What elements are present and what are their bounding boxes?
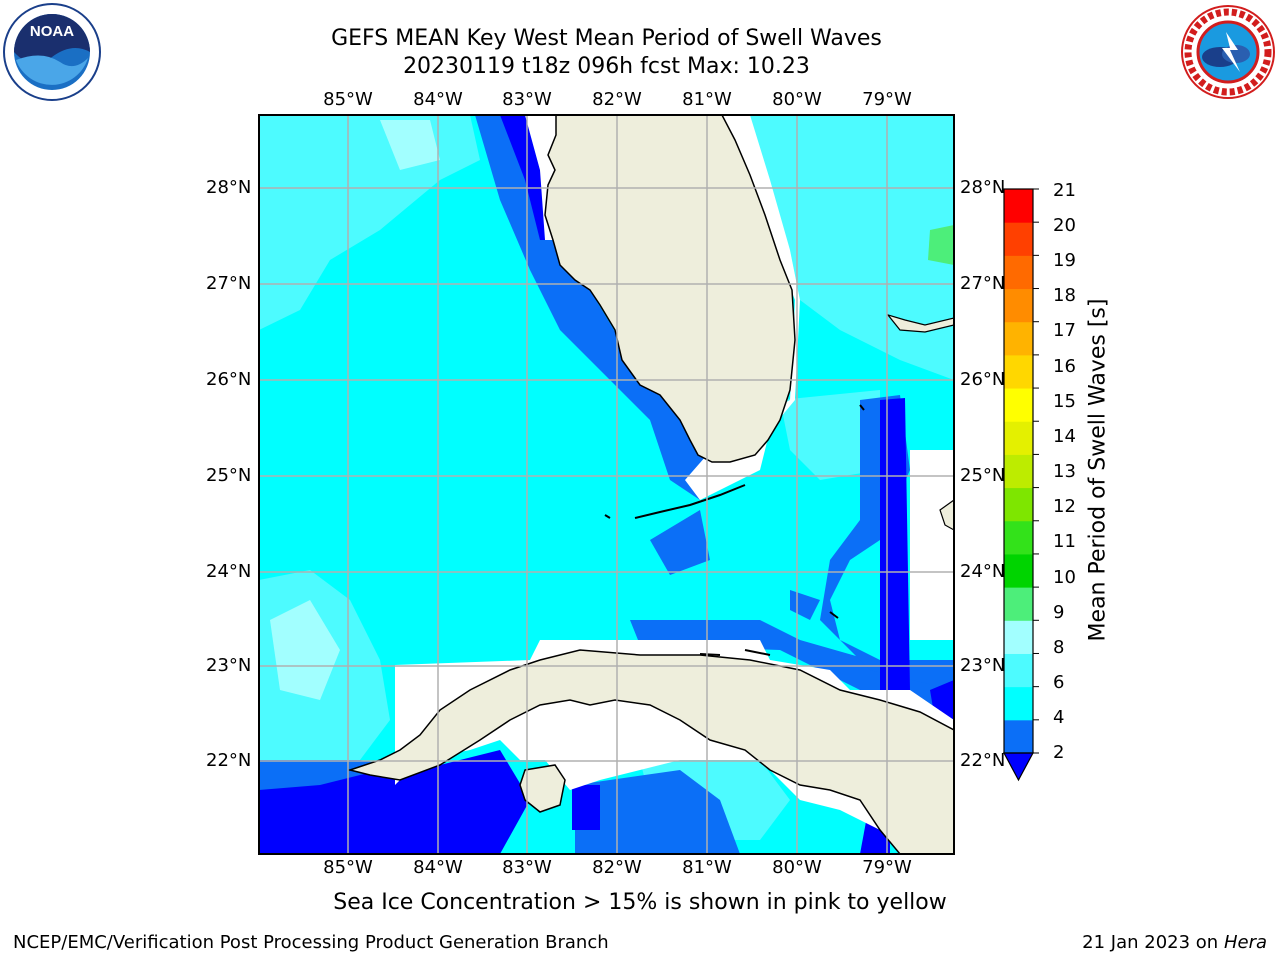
land-small-keys bbox=[699, 404, 865, 656]
colorbar-bin bbox=[1004, 421, 1033, 455]
svg-text:NOAA: NOAA bbox=[30, 23, 74, 40]
footer-date-text: 21 Jan 2023 on bbox=[1082, 932, 1224, 953]
land-bahamas bbox=[939, 499, 954, 531]
colorbar-title: Mean Period of Swell Waves [s] bbox=[1085, 298, 1111, 642]
colorbar-tick-label: 19 bbox=[1053, 250, 1076, 271]
sea-ice-notice: Sea Ice Concentration > 15% is shown in … bbox=[333, 890, 947, 915]
chart-title: GEFS MEAN Key West Mean Period of Swell … bbox=[331, 26, 882, 51]
lat-label: 23°N bbox=[206, 655, 252, 676]
lon-label: 82°W bbox=[592, 89, 642, 110]
ocean-2-4s-band bbox=[650, 510, 710, 575]
land-florida-keys bbox=[604, 484, 746, 519]
lon-label: 80°W bbox=[772, 857, 822, 878]
colorbar-bin bbox=[1004, 520, 1033, 555]
ocean-8-9s-patch bbox=[380, 120, 440, 170]
colorbar-bin bbox=[1004, 587, 1033, 621]
lat-label: 25°N bbox=[960, 465, 1006, 486]
colorbar-bin bbox=[1004, 321, 1033, 356]
map-gridlines bbox=[259, 115, 954, 854]
colorbar-bin bbox=[1004, 354, 1033, 389]
colorbar-bin bbox=[1004, 653, 1033, 688]
colorbar-tick-label: 18 bbox=[1053, 285, 1076, 306]
nws-logo bbox=[1181, 5, 1275, 99]
chart-subtitle: 20230119 t18z 096h fcst Max: 10.23 bbox=[403, 54, 810, 79]
lon-label: 83°W bbox=[502, 89, 552, 110]
lat-label: 22°N bbox=[960, 750, 1006, 771]
lon-label: 82°W bbox=[592, 857, 642, 878]
lat-label: 24°N bbox=[206, 561, 252, 582]
land-florida bbox=[544, 115, 796, 463]
lon-label: 83°W bbox=[502, 857, 552, 878]
lon-label: 81°W bbox=[682, 89, 732, 110]
colorbar-tick-label: 2 bbox=[1053, 742, 1065, 763]
colorbar-bin bbox=[1004, 553, 1033, 588]
lat-label: 26°N bbox=[960, 369, 1006, 390]
lon-label: 80°W bbox=[772, 89, 822, 110]
map-frame bbox=[258, 114, 955, 855]
colorbar-bin bbox=[1004, 388, 1033, 422]
footer-date: 21 Jan 2023 on Hera bbox=[1082, 932, 1267, 953]
colorbar-tick-label: 15 bbox=[1053, 391, 1076, 412]
land-cuba bbox=[347, 649, 954, 854]
colorbar-bin bbox=[1004, 620, 1033, 654]
lon-label: 85°W bbox=[323, 857, 373, 878]
lat-label: 26°N bbox=[206, 369, 252, 390]
masked-area bbox=[910, 450, 954, 640]
colorbar-tick-label: 8 bbox=[1053, 637, 1065, 658]
colorbar bbox=[1002, 188, 1039, 782]
lat-label: 27°N bbox=[206, 273, 252, 294]
lon-label: 79°W bbox=[862, 857, 912, 878]
colorbar-tick-label: 16 bbox=[1053, 356, 1076, 377]
colorbar-tick-label: 9 bbox=[1053, 602, 1065, 623]
lon-label: 85°W bbox=[323, 89, 373, 110]
ocean-lt2s-band bbox=[259, 750, 530, 854]
colorbar-bin bbox=[1004, 487, 1033, 522]
ocean-6-8s-patch bbox=[750, 115, 954, 380]
colorbar-tick-label: 20 bbox=[1053, 215, 1076, 236]
ocean-6-8s-patch bbox=[259, 115, 480, 330]
colorbar-bin bbox=[1004, 222, 1033, 256]
lat-label: 23°N bbox=[960, 655, 1006, 676]
lat-label: 24°N bbox=[960, 561, 1006, 582]
colorbar-bin bbox=[1004, 719, 1033, 754]
lat-label: 27°N bbox=[960, 273, 1006, 294]
lon-label: 81°W bbox=[682, 857, 732, 878]
footer-credit: NCEP/EMC/Verification Post Processing Pr… bbox=[13, 932, 609, 953]
lon-label: 84°W bbox=[413, 89, 463, 110]
land-bahamas bbox=[886, 313, 954, 333]
colorbar-tick-label: 13 bbox=[1053, 461, 1076, 482]
colorbar-bin bbox=[1004, 454, 1033, 489]
colorbar-tick-label: 12 bbox=[1053, 496, 1076, 517]
colorbar-bin bbox=[1004, 189, 1033, 223]
ocean-6-8s-patch bbox=[780, 390, 880, 480]
colorbar-tick-label: 11 bbox=[1053, 531, 1076, 552]
ocean-lt2s-band bbox=[880, 398, 910, 690]
colorbar-tick-label: 6 bbox=[1053, 672, 1065, 693]
noaa-logo: NOAA bbox=[3, 3, 101, 101]
colorbar-tick-label: 21 bbox=[1053, 180, 1076, 201]
lon-label: 79°W bbox=[862, 89, 912, 110]
land-isle-of-youth bbox=[519, 764, 566, 813]
lon-label: 84°W bbox=[413, 857, 463, 878]
colorbar-frame bbox=[1003, 188, 1034, 754]
lat-label: 22°N bbox=[206, 750, 252, 771]
colorbar-bin bbox=[1004, 255, 1033, 290]
colorbar-bin bbox=[1004, 686, 1033, 721]
ocean-8-9s-patch bbox=[270, 600, 340, 700]
colorbar-bin bbox=[1004, 288, 1033, 323]
ocean-9-10s-patch bbox=[928, 225, 954, 265]
colorbar-tick-label: 17 bbox=[1053, 320, 1076, 341]
ocean-lt2s-band bbox=[572, 785, 600, 830]
lat-label: 25°N bbox=[206, 465, 252, 486]
colorbar-tick-label: 10 bbox=[1053, 567, 1076, 588]
lat-label: 28°N bbox=[960, 177, 1006, 198]
footer-host: Hera bbox=[1223, 932, 1267, 953]
lat-label: 28°N bbox=[206, 177, 252, 198]
masked-area bbox=[685, 115, 800, 500]
colorbar-extension bbox=[1002, 752, 1035, 782]
colorbar-tick-label: 4 bbox=[1053, 707, 1065, 728]
colorbar-tick-label: 14 bbox=[1053, 426, 1076, 447]
